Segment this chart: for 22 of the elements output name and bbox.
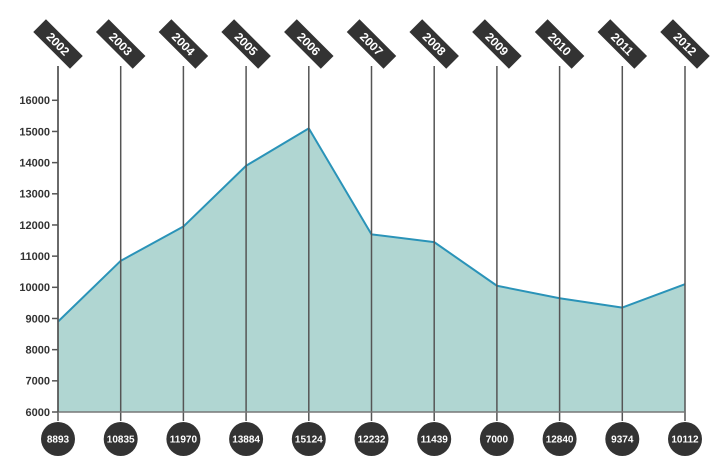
y-tick-label: 12000 (19, 220, 50, 232)
text: 13884 (232, 434, 260, 446)
y-tick-label: 13000 (19, 188, 50, 201)
y-tick-label: 9000 (26, 313, 50, 326)
text: 7000 (486, 434, 508, 446)
text: 8893 (46, 434, 70, 446)
y-tick-label: 6000 (26, 406, 50, 419)
y-tick-label: 15000 (19, 126, 50, 138)
y-tick-label: 8000 (26, 344, 50, 357)
text: 11439 (420, 434, 448, 446)
text: 15124 (294, 434, 323, 446)
y-tick-label: 11000 (20, 250, 50, 263)
text: 11970 (170, 434, 198, 446)
y-tick-label: 7000 (26, 376, 50, 388)
text: 12840 (546, 434, 574, 446)
y-tick-label: 14000 (19, 157, 50, 170)
text: 12232 (358, 434, 386, 446)
text: 10835 (106, 434, 135, 446)
y-tick-label: 10000 (19, 282, 50, 294)
text: 10112 (671, 434, 699, 446)
y-tick-label: 16000 (19, 95, 50, 108)
text: 9374 (611, 434, 634, 446)
